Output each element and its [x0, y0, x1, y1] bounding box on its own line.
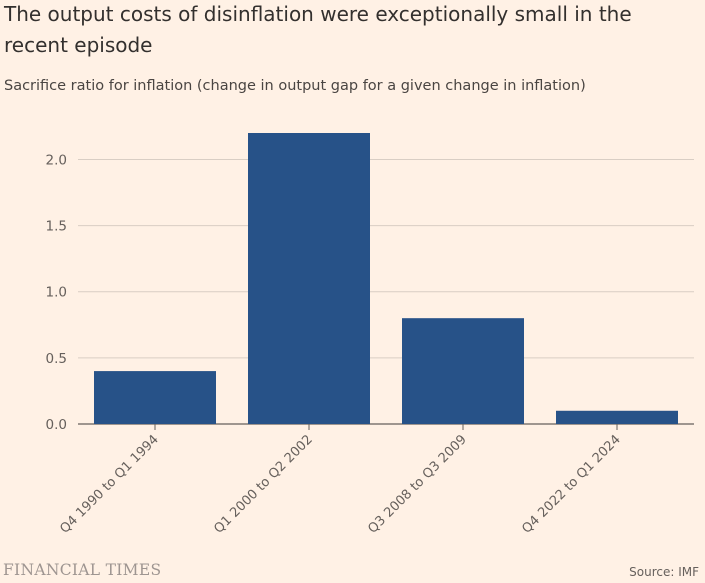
- bar: [402, 318, 524, 424]
- chart-subtitle: Sacrifice ratio for inflation (change in…: [4, 78, 586, 94]
- ft-brand-logo: FINANCIAL TIMES: [3, 561, 162, 579]
- chart-title: The output costs of disinflation were ex…: [4, 2, 632, 57]
- y-tick-label: 0.5: [46, 351, 67, 367]
- bar: [556, 410, 678, 424]
- x-tick-label: Q1 2000 to Q2 2002: [211, 432, 315, 536]
- y-tick-label: 2.0: [46, 152, 67, 168]
- bar: [94, 371, 216, 424]
- x-axis-ticks: Q4 1990 to Q1 1994 Q1 2000 to Q2 2002 Q3 2…: [57, 424, 624, 537]
- x-tick-label: Q4 2022 to Q1 2024: [519, 432, 623, 536]
- bars: [94, 133, 678, 424]
- y-tick-label: 1.5: [46, 219, 67, 235]
- source-note: Source: IMF: [629, 565, 699, 579]
- x-tick-label: Q3 2008 to Q3 2009: [365, 432, 469, 536]
- x-tick-label: Q4 1990 to Q1 1994: [57, 432, 161, 536]
- y-tick-label: 1.0: [46, 285, 67, 301]
- y-axis-ticks: 0.0 0.5 1.0 1.5 2.0: [46, 152, 67, 433]
- y-tick-label: 0.0: [46, 417, 67, 433]
- bar: [248, 133, 370, 424]
